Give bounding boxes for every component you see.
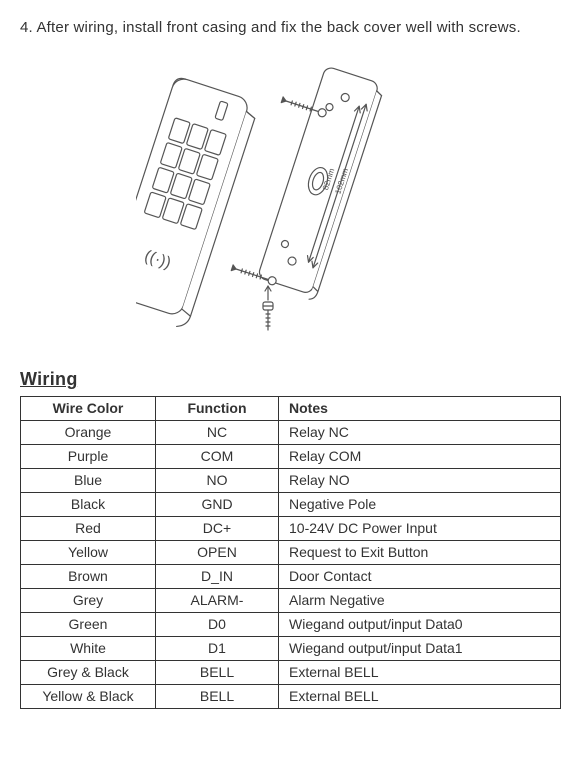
table-row: GreenD0Wiegand output/input Data0: [21, 613, 561, 637]
table-cell: External BELL: [279, 661, 561, 685]
instruction-step-4: 4. After wiring, install front casing an…: [20, 18, 561, 38]
table-cell: Relay NC: [279, 421, 561, 445]
table-row: BlackGNDNegative Pole: [21, 493, 561, 517]
table-cell: Negative Pole: [279, 493, 561, 517]
wiring-heading: Wiring: [20, 369, 561, 390]
table-row: RedDC+10-24V DC Power Input: [21, 517, 561, 541]
table-row: YellowOPENRequest to Exit Button: [21, 541, 561, 565]
table-row: OrangeNCRelay NC: [21, 421, 561, 445]
table-cell: Yellow: [21, 541, 156, 565]
table-cell: Red: [21, 517, 156, 541]
table-cell: 10-24V DC Power Input: [279, 517, 561, 541]
table-cell: Request to Exit Button: [279, 541, 561, 565]
table-cell: Wiegand output/input Data0: [279, 613, 561, 637]
wiring-table-body: OrangeNCRelay NCPurpleCOMRelay COMBlueNO…: [21, 421, 561, 709]
table-row: BlueNORelay NO: [21, 469, 561, 493]
table-cell: NC: [156, 421, 279, 445]
table-cell: Wiegand output/input Data1: [279, 637, 561, 661]
table-cell: D1: [156, 637, 279, 661]
table-cell: Grey: [21, 589, 156, 613]
table-cell: D_IN: [156, 565, 279, 589]
wiring-table: Wire Color Function Notes OrangeNCRelay …: [20, 396, 561, 709]
table-cell: Purple: [21, 445, 156, 469]
table-row: BrownD_INDoor Contact: [21, 565, 561, 589]
table-row: Yellow & BlackBELLExternal BELL: [21, 685, 561, 709]
table-cell: Alarm Negative: [279, 589, 561, 613]
table-cell: Green: [21, 613, 156, 637]
table-cell: Grey & Black: [21, 661, 156, 685]
table-cell: Blue: [21, 469, 156, 493]
table-cell: BELL: [156, 661, 279, 685]
table-cell: D0: [156, 613, 279, 637]
table-cell: External BELL: [279, 685, 561, 709]
table-cell: OPEN: [156, 541, 279, 565]
table-cell: DC+: [156, 517, 279, 541]
col-header-notes: Notes: [279, 397, 561, 421]
table-cell: NO: [156, 469, 279, 493]
table-row: Grey & BlackBELLExternal BELL: [21, 661, 561, 685]
assembly-diagram: ((·)): [20, 46, 561, 351]
col-header-function: Function: [156, 397, 279, 421]
table-cell: Relay NO: [279, 469, 561, 493]
table-cell: COM: [156, 445, 279, 469]
table-row: PurpleCOMRelay COM: [21, 445, 561, 469]
table-cell: Brown: [21, 565, 156, 589]
table-row: GreyALARM-Alarm Negative: [21, 589, 561, 613]
table-cell: Door Contact: [279, 565, 561, 589]
step-text: After wiring, install front casing and f…: [36, 19, 520, 36]
col-header-wire-color: Wire Color: [21, 397, 156, 421]
table-cell: Orange: [21, 421, 156, 445]
page: 4. After wiring, install front casing an…: [0, 0, 581, 764]
table-cell: Black: [21, 493, 156, 517]
table-cell: GND: [156, 493, 279, 517]
table-cell: ALARM-: [156, 589, 279, 613]
keypad-exploded-view-icon: ((·)): [136, 46, 446, 346]
table-cell: Relay COM: [279, 445, 561, 469]
table-row: WhiteD1Wiegand output/input Data1: [21, 637, 561, 661]
table-cell: Yellow & Black: [21, 685, 156, 709]
table-header-row: Wire Color Function Notes: [21, 397, 561, 421]
step-number: 4.: [20, 19, 33, 36]
table-cell: BELL: [156, 685, 279, 709]
table-cell: White: [21, 637, 156, 661]
